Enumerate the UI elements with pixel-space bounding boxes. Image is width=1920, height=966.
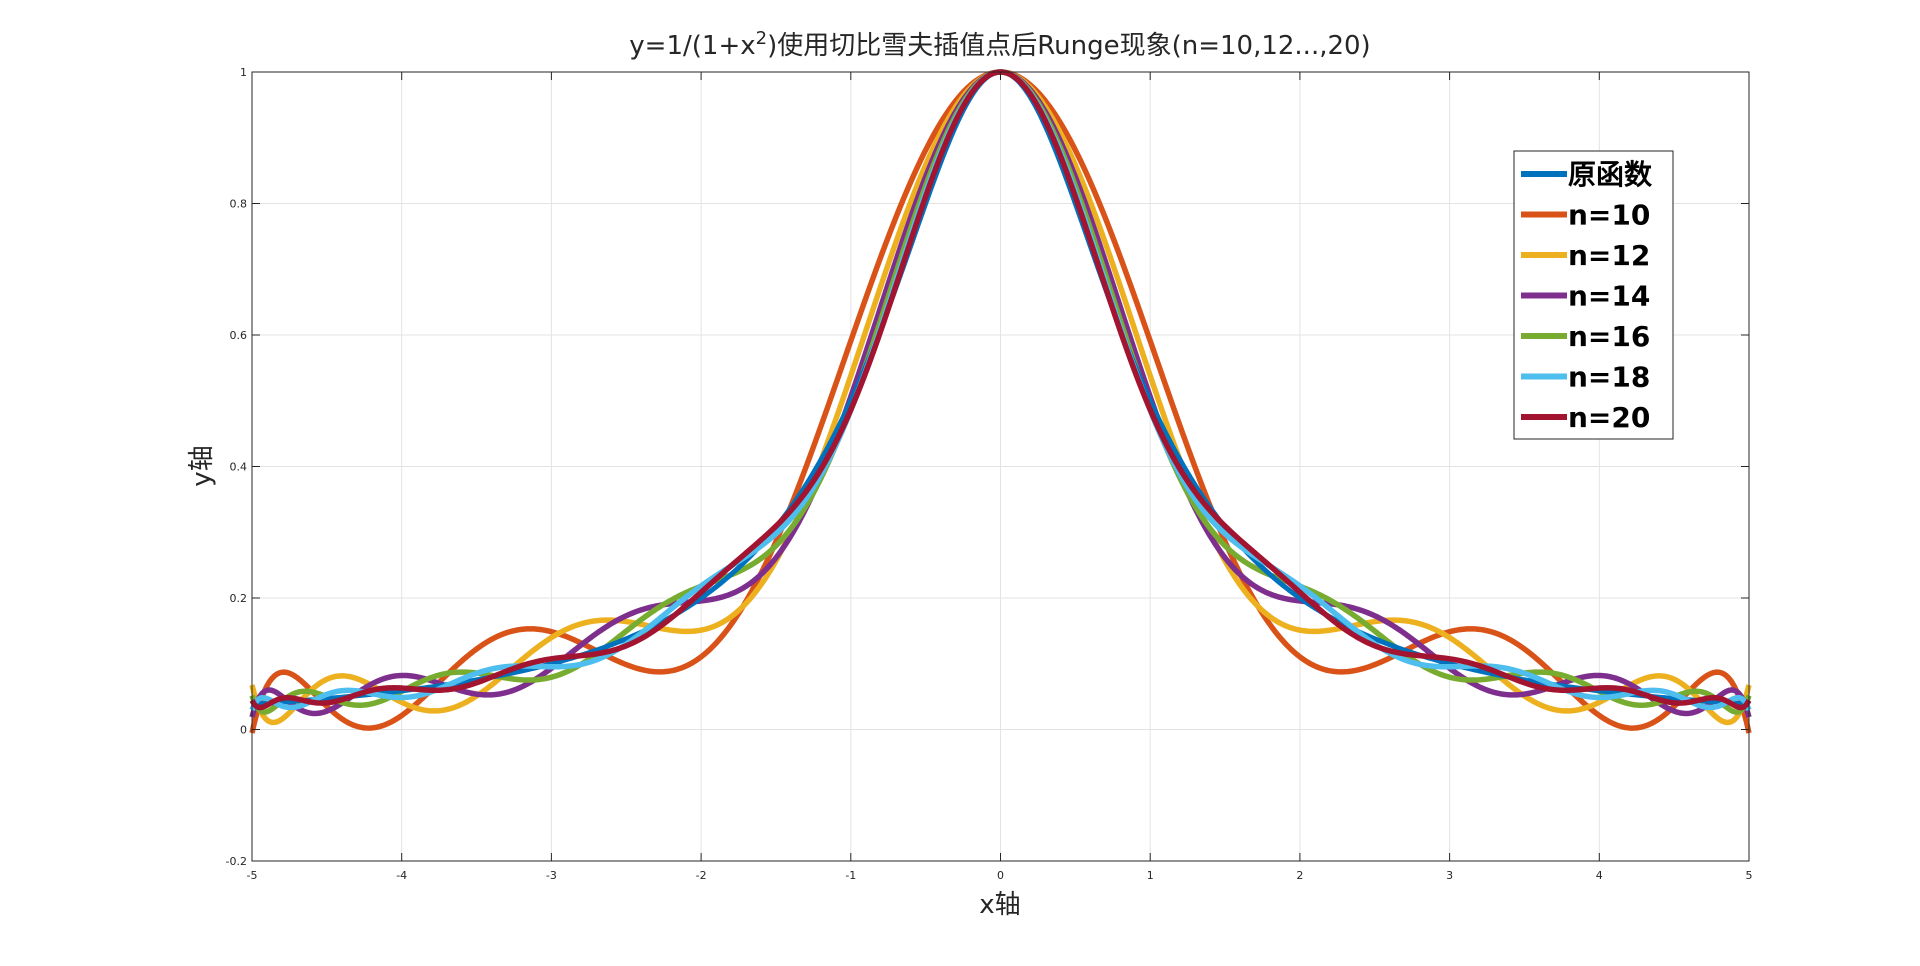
- y-tick-label: 0.8: [230, 198, 248, 211]
- legend-label-4: n=16: [1568, 320, 1650, 353]
- legend-label-2: n=12: [1568, 239, 1650, 272]
- legend-label-6: n=20: [1568, 401, 1650, 434]
- y-tick-label: 0.6: [230, 329, 248, 342]
- x-tick-label: 4: [1596, 869, 1603, 882]
- x-tick-label: 5: [1746, 869, 1753, 882]
- y-tick-label: 0.2: [230, 592, 248, 605]
- x-axis-label: x轴: [979, 890, 1020, 920]
- x-tick-label: -5: [247, 869, 258, 882]
- y-tick-label: 0: [240, 724, 247, 737]
- y-tick-label: -0.2: [226, 855, 247, 868]
- legend-label-0: 原函数: [1568, 158, 1653, 191]
- x-tick-label: 1: [1147, 869, 1154, 882]
- x-tick-label: 3: [1446, 869, 1453, 882]
- y-axis-label: y轴: [187, 445, 217, 486]
- x-tick-label: -1: [845, 869, 856, 882]
- legend-label-3: n=14: [1568, 280, 1650, 313]
- chart-title: y=1/(1+x2)使用切比雪夫插值点后Runge现象(n=10,12...,2…: [629, 28, 1370, 61]
- x-tick-label: 0: [997, 869, 1004, 882]
- ticks: -5 -4 -3 -2 -1 0 1 2 3 4 5 -0.2 0 0.2 0.4 0.6 0.8 1: [226, 66, 1753, 882]
- y-tick-label: 1: [240, 66, 247, 79]
- legend-label-1: n=10: [1568, 199, 1650, 232]
- y-tick-label: 0.4: [230, 461, 248, 474]
- legend: 原函数 n=10 n=12 n=14 n=16 n=18 n=20: [1513, 150, 1674, 440]
- x-tick-label: 2: [1296, 869, 1303, 882]
- x-tick-label: -3: [546, 869, 557, 882]
- x-tick-label: -2: [696, 869, 707, 882]
- x-tick-label: -4: [396, 869, 407, 882]
- legend-label-5: n=18: [1568, 361, 1650, 394]
